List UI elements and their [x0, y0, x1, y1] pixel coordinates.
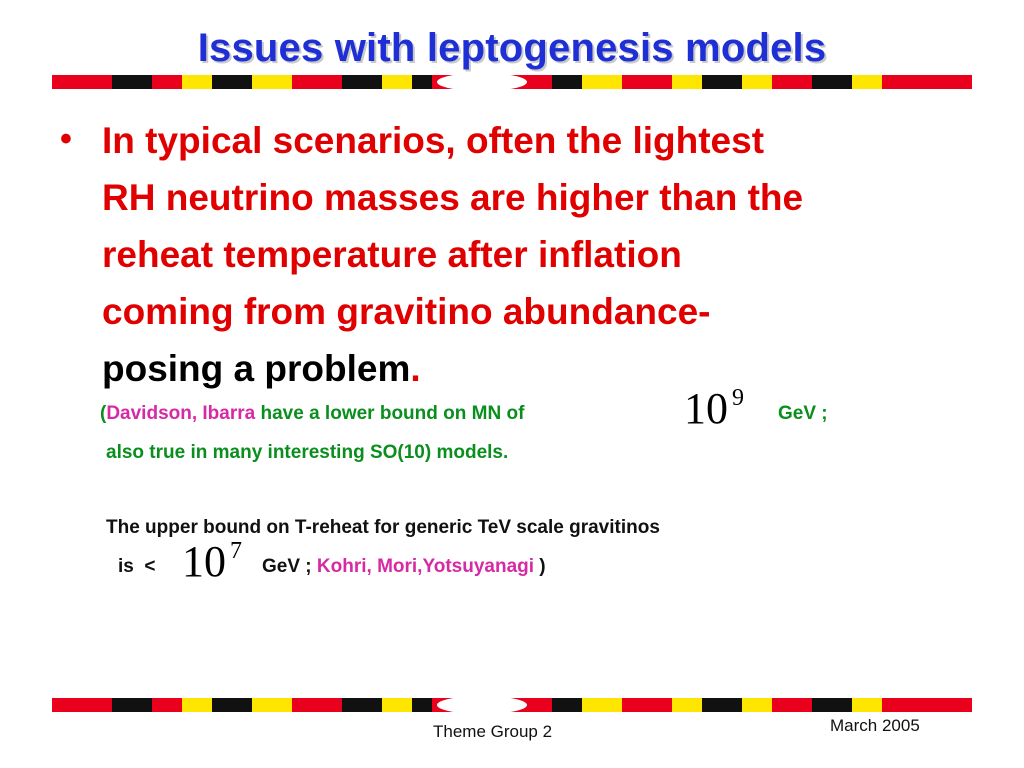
- citation-1-power-exp: 9: [732, 385, 744, 411]
- footer-theme-group: Theme Group 2: [433, 722, 553, 741]
- citation-1-line-2: also true in many interesting SO(10) mod…: [106, 442, 509, 463]
- citation-2-power: 10 7: [182, 536, 242, 587]
- bullet-line-5: posing a problem.: [102, 340, 982, 397]
- bullet-line-5-period: .: [410, 348, 421, 389]
- citation-2-is-text: is <: [118, 556, 156, 577]
- citation-2-close-paren: ): [539, 556, 546, 577]
- bullet-marker: •: [60, 120, 72, 158]
- citation-2-power-exp: 7: [230, 538, 242, 564]
- citation-1-authors: Davidson, Ibarra: [106, 403, 256, 424]
- bullet-line-5-main: posing a problem: [102, 348, 411, 389]
- citation-2-line-1: The upper bound on T-reheat for generic …: [106, 517, 660, 538]
- citation-2-unit: GeV ;: [262, 556, 312, 577]
- citation-1-line-1: (Davidson, Ibarra have a lower bound on …: [100, 402, 524, 426]
- bullet-line-3: reheat temperature after inflation: [102, 234, 682, 275]
- citation-1-text: have a lower bound on MN of: [255, 403, 525, 424]
- footer-date: March 2005: [830, 716, 920, 735]
- citation-1-unit: GeV ;: [778, 403, 828, 424]
- citation-1-power: 10 9: [684, 383, 744, 434]
- decorative-top-band: [52, 75, 972, 89]
- citation-1-open-paren: (: [100, 403, 107, 424]
- citation-1-power-base: 10: [684, 384, 728, 433]
- bullet-line-1: In typical scenarios, often the lightest: [102, 120, 765, 161]
- bullet-text: In typical scenarios, often the lightest…: [102, 112, 982, 397]
- citation-2-authors: Kohri, Mori,Yotsuyanagi: [316, 556, 535, 577]
- bullet-line-2: RH neutrino masses are higher than the: [102, 177, 804, 218]
- bullet-line-4: coming from gravitino abundance-: [102, 291, 711, 332]
- citation-2-power-base: 10: [182, 537, 226, 586]
- slide-title: Issues with leptogenesis models: [197, 26, 827, 70]
- citation-2-line-2: GeV ; Kohri, Mori,Yotsuyanagi ): [262, 555, 546, 579]
- decorative-bottom-band: [52, 698, 972, 712]
